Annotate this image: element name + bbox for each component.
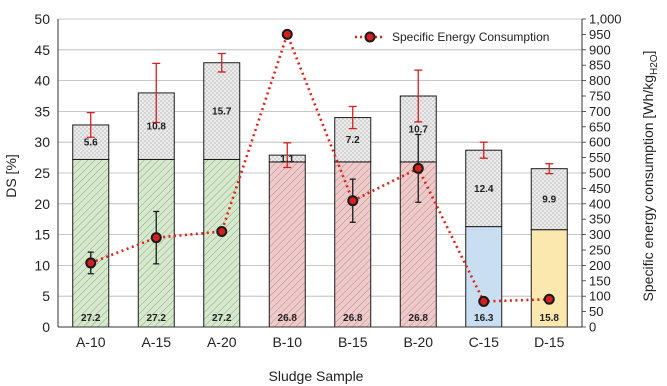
- bar-base-hatch: [203, 159, 240, 327]
- bar-base-value-label: 26.8: [278, 313, 298, 324]
- bar-top-value-label: 9.9: [542, 195, 556, 206]
- energy-point: [478, 295, 490, 307]
- energy-point: [85, 257, 97, 269]
- energy-point: [543, 293, 555, 305]
- energy-point: [216, 226, 228, 238]
- y-tick-label: 35: [34, 103, 50, 119]
- y-tick-label: 40: [34, 73, 50, 89]
- y-tick-label: 0: [42, 319, 50, 335]
- y2-tick-label: 550: [589, 150, 611, 165]
- y2-tick-label: 600: [589, 135, 611, 150]
- bar-top-dots: [531, 168, 568, 230]
- axes: 0510152025303540455005010015020025030035…: [34, 11, 621, 350]
- y-tick-label: 5: [42, 288, 50, 304]
- y-tick-label: 20: [34, 196, 50, 212]
- x-tick-label: A-10: [76, 334, 106, 350]
- legend: Specific Energy Consumption: [355, 30, 549, 44]
- x-axis-title: Sludge Sample: [269, 368, 364, 384]
- y2-tick-label: 350: [589, 212, 611, 227]
- bar-base-hatch: [72, 159, 109, 327]
- legend-marker: [364, 31, 376, 43]
- y2-tick-label: 400: [589, 196, 611, 211]
- y2-tick-label: 650: [589, 119, 611, 134]
- bar-top-value-label: 12.4: [474, 184, 494, 195]
- bar-top-dots: [465, 150, 502, 227]
- y-tick-label: 25: [34, 165, 50, 181]
- energy-line: [85, 28, 555, 307]
- y-tick-label: 50: [34, 11, 50, 27]
- y2-tick-label: 300: [589, 227, 611, 242]
- y2-tick-label: 750: [589, 89, 611, 104]
- y2-tick-label: 700: [589, 104, 611, 119]
- bar-base-value-label: 27.2: [81, 313, 101, 324]
- x-tick-label: A-15: [141, 334, 171, 350]
- bar-top-value-label: 10.8: [147, 122, 167, 133]
- x-tick-label: D-15: [534, 334, 565, 350]
- y2-tick-label: 900: [589, 42, 611, 57]
- bar-top-value-label: 1.1: [280, 154, 294, 165]
- energy-point: [347, 195, 359, 207]
- bar-base-value-label: 26.8: [343, 313, 363, 324]
- x-tick-label: C-15: [469, 334, 500, 350]
- bar-base-value-label: 15.8: [540, 313, 560, 324]
- x-tick-label: A-20: [207, 334, 237, 350]
- y2-tick-label: 500: [589, 166, 611, 181]
- y-tick-label: 45: [34, 42, 50, 58]
- bar-top-dots: [203, 62, 240, 160]
- bar-error-bars: [86, 52, 554, 175]
- x-tick-label: B-15: [338, 334, 368, 350]
- x-tick-label: B-20: [403, 334, 433, 350]
- bar-base-value-label: 27.2: [147, 313, 167, 324]
- y2-tick-label: 150: [589, 273, 611, 288]
- y2-tick-label: 450: [589, 181, 611, 196]
- bar-base-value-label: 16.3: [474, 313, 494, 324]
- segment-labels: 27.2 5.6 27.2 10.8 27.2 15.7 26.8 1.1 26.8 7.2 26.…: [81, 107, 559, 324]
- y-tick-label: 15: [34, 227, 50, 243]
- bar-base-hatch: [269, 161, 306, 327]
- bar-base-fill: [531, 229, 568, 327]
- bar-top-value-label: 5.6: [84, 138, 98, 149]
- y2-tick-label: 100: [589, 289, 611, 304]
- y2-tick-label: 0: [589, 320, 596, 335]
- y2-tick-label: 1,000: [589, 12, 622, 27]
- y2-tick-label: 850: [589, 58, 611, 73]
- y2-tick-label: 950: [589, 27, 611, 42]
- bar-base-value-label: 26.8: [409, 313, 429, 324]
- bars: [72, 62, 568, 328]
- y-tick-label: 10: [34, 257, 50, 273]
- y2-tick-label: 250: [589, 243, 611, 258]
- energy-point: [412, 162, 424, 174]
- energy-point: [281, 28, 293, 40]
- gridlines: [58, 18, 582, 297]
- bar-top-value-label: 10.7: [409, 124, 429, 135]
- energy-point: [150, 232, 162, 244]
- bar-base-value-label: 27.2: [212, 313, 232, 324]
- y-axis-title: DS [%]: [3, 154, 19, 198]
- y2-axis-title: Specific energy consumption [Wh/kgH2O]: [640, 51, 660, 302]
- x-tick-label: B-10: [272, 334, 302, 350]
- y2-tick-label: 200: [589, 258, 611, 273]
- legend-label: Specific Energy Consumption: [392, 30, 549, 44]
- y2-tick-label: 50: [589, 304, 603, 319]
- bar-top-value-label: 7.2: [346, 135, 360, 146]
- y2-tick-label: 800: [589, 73, 611, 88]
- y-tick-label: 30: [34, 134, 50, 150]
- bar-top-value-label: 15.7: [212, 107, 232, 118]
